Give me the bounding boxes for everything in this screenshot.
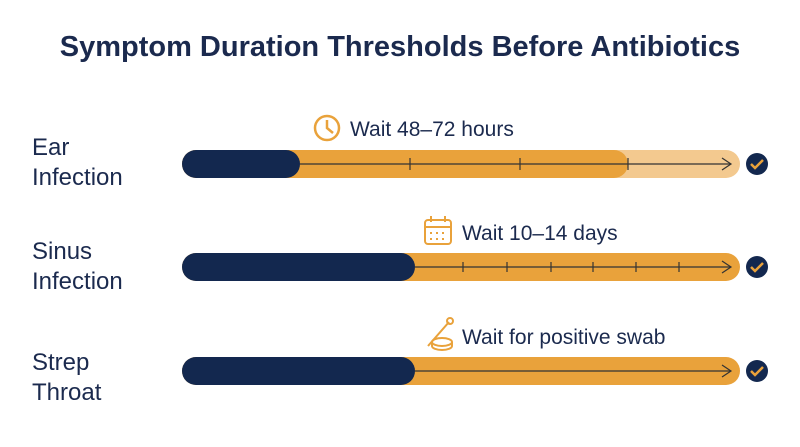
check-icon — [746, 360, 768, 382]
wait-text: Wait 10–14 days — [462, 222, 618, 245]
wait-text: Wait for positive swab — [462, 326, 665, 349]
row-label: Strep — [32, 349, 89, 376]
check-mark — [750, 366, 764, 377]
swab-icon — [427, 317, 454, 351]
row: Ear Infection Wait 48–72 hours — [32, 114, 768, 191]
title: Symptom Duration Thresholds Before Antib… — [60, 31, 740, 63]
arrow — [415, 364, 733, 378]
wait-text: Wait 48–72 hours — [350, 118, 514, 141]
bar-initial — [182, 150, 300, 178]
row-label: Throat — [32, 379, 102, 406]
bar-initial — [182, 253, 415, 281]
arrow — [300, 157, 733, 171]
row: Sinus Infection Wait 10–14 days — [32, 216, 768, 295]
check-icon — [746, 153, 768, 175]
row-label: Infection — [32, 164, 123, 191]
row: Strep Throat Wait for positive swab — [32, 317, 768, 406]
row-label: Ear — [32, 134, 69, 161]
check-mark — [750, 262, 764, 273]
check-mark — [750, 159, 764, 170]
arrow — [415, 260, 733, 274]
row-label: Infection — [32, 268, 123, 295]
bar-initial — [182, 357, 415, 385]
check-icon — [746, 256, 768, 278]
calendar-icon — [424, 216, 452, 245]
clock-icon — [313, 114, 341, 142]
row-label: Sinus — [32, 238, 92, 265]
